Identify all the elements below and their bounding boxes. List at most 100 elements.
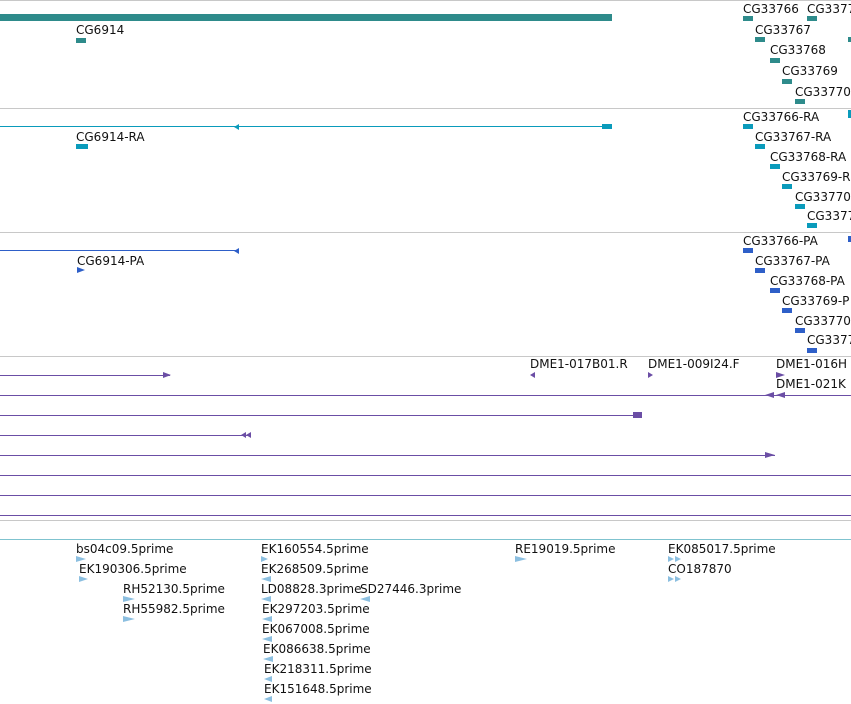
est-label-ek160554[interactable]: EK160554.5prime bbox=[261, 542, 369, 556]
clone-line-5[interactable] bbox=[0, 455, 775, 456]
gene-label-cg33770[interactable]: CG33770 bbox=[795, 85, 851, 99]
clone-line-6[interactable] bbox=[0, 475, 851, 476]
clone-label-dme1-016h[interactable]: DME1-016H bbox=[776, 357, 848, 371]
protein-label-cg33767-pa[interactable]: CG33767-PA bbox=[755, 254, 830, 268]
est-label-co187870[interactable]: CO187870 bbox=[668, 562, 732, 576]
est-glyph-ek085017[interactable] bbox=[668, 556, 674, 562]
est-label-bs04c09[interactable]: bs04c09.5prime bbox=[76, 542, 174, 556]
gene-label-cg33767[interactable]: CG33767 bbox=[755, 23, 811, 37]
est-label-rh55982[interactable]: RH55982.5prime bbox=[123, 602, 225, 616]
transcript-glyph-cg33769-r[interactable] bbox=[782, 184, 792, 189]
est-label-ek067008[interactable]: EK067008.5prime bbox=[262, 622, 370, 636]
protein-glyph-cg33770[interactable] bbox=[795, 328, 805, 333]
est-glyph-co187870-b[interactable] bbox=[675, 576, 681, 582]
clone-label-dme1-021k[interactable]: DME1-021K bbox=[776, 377, 846, 391]
transcript-line-cg6914-ra[interactable] bbox=[0, 126, 612, 127]
transcript-label-cg3377[interactable]: CG3377 bbox=[807, 209, 851, 223]
est-glyph-sd27446[interactable] bbox=[360, 596, 370, 602]
gene-glyph-cg33767[interactable] bbox=[755, 37, 765, 42]
est-glyph-ek085017-b[interactable] bbox=[675, 556, 681, 562]
gene-bar-cg6914[interactable] bbox=[0, 14, 612, 21]
est-label-sd27446[interactable]: SD27446.3prime bbox=[360, 582, 462, 596]
gene-glyph-cg33766[interactable] bbox=[743, 16, 753, 21]
clone-glyph-dme1-009i24-f[interactable] bbox=[648, 372, 653, 378]
est-label-ek085017[interactable]: EK085017.5prime bbox=[668, 542, 776, 556]
gene-label-cg33769[interactable]: CG33769 bbox=[782, 64, 838, 78]
transcript-glyph-cg3377[interactable] bbox=[807, 223, 817, 228]
track-separator bbox=[0, 232, 851, 233]
transcript-label-cg33770[interactable]: CG33770 bbox=[795, 190, 851, 204]
transcript-glyph-cg33770[interactable] bbox=[795, 204, 805, 209]
est-glyph-ek067008[interactable] bbox=[262, 636, 272, 642]
protein-glyph-edge[interactable] bbox=[848, 236, 851, 242]
est-label-ek190306[interactable]: EK190306.5prime bbox=[79, 562, 187, 576]
protein-label-cg6914-pa[interactable]: CG6914-PA bbox=[77, 254, 145, 268]
protein-glyph-cg33768-pa[interactable] bbox=[770, 288, 780, 293]
transcript-glyph-cg6914-ra[interactable] bbox=[76, 144, 88, 149]
gene-glyph-cg6914[interactable] bbox=[76, 38, 86, 43]
est-label-ek218311[interactable]: EK218311.5prime bbox=[264, 662, 372, 676]
protein-label-cg33770[interactable]: CG33770 bbox=[795, 314, 851, 328]
est-glyph-co187870[interactable] bbox=[668, 576, 674, 582]
gene-glyph-cg33769[interactable] bbox=[782, 79, 792, 84]
protein-label-cg33766-pa[interactable]: CG33766-PA bbox=[743, 234, 818, 248]
protein-glyph-cg33769-p[interactable] bbox=[782, 308, 792, 313]
est-glyph-ek190306[interactable] bbox=[79, 576, 88, 582]
clone-glyph-dme1-016h[interactable] bbox=[776, 372, 785, 378]
clone-line-3[interactable] bbox=[0, 415, 642, 416]
gene-label-cg33766[interactable]: CG33766 bbox=[743, 2, 799, 16]
gene-glyph-cg33770[interactable] bbox=[795, 99, 805, 104]
transcript-label-cg33766-ra[interactable]: CG33766-RA bbox=[743, 110, 820, 124]
est-glyph-rh52130[interactable] bbox=[123, 596, 135, 602]
est-label-rh52130[interactable]: RH52130.5prime bbox=[123, 582, 225, 596]
est-glyph-ek151648[interactable] bbox=[264, 696, 272, 702]
protein-label-cg3377[interactable]: CG3377 bbox=[807, 333, 851, 347]
transcript-glyph-edge[interactable] bbox=[848, 110, 851, 118]
gene-glyph-cg33768[interactable] bbox=[770, 58, 780, 63]
clone-label-dme1-017b01-r[interactable]: DME1-017B01.R bbox=[530, 357, 628, 371]
transcript-glyph-cg33768-ra[interactable] bbox=[770, 164, 780, 169]
est-glyph-ek297203[interactable] bbox=[262, 616, 272, 622]
est-glyph-ek160554[interactable] bbox=[261, 556, 268, 562]
protein-line-cg6914-pa[interactable] bbox=[0, 250, 238, 251]
protein-label-cg33769-p[interactable]: CG33769-P bbox=[782, 294, 850, 308]
transcript-label-cg33769-r[interactable]: CG33769-R bbox=[782, 170, 851, 184]
transcript-exon-cg6914-ra[interactable] bbox=[602, 124, 612, 129]
transcript-label-cg6914-ra[interactable]: CG6914-RA bbox=[76, 130, 145, 144]
protein-glyph-cg3377[interactable] bbox=[807, 348, 817, 353]
est-label-ek297203[interactable]: EK297203.5prime bbox=[262, 602, 370, 616]
protein-glyph-cg6914-pa[interactable] bbox=[77, 267, 85, 273]
clone-line-1[interactable] bbox=[0, 375, 170, 376]
gene-glyph-cg3377-edge[interactable] bbox=[807, 16, 817, 21]
est-label-re19019[interactable]: RE19019.5prime bbox=[515, 542, 616, 556]
clone-line-8[interactable] bbox=[0, 515, 851, 516]
protein-label-cg33768-pa[interactable]: CG33768-PA bbox=[770, 274, 845, 288]
est-label-ek151648[interactable]: EK151648.5prime bbox=[264, 682, 372, 696]
gene-label-cg3377-edge[interactable]: CG3377 bbox=[807, 2, 851, 16]
est-label-ek268509[interactable]: EK268509.5prime bbox=[261, 562, 369, 576]
clone-glyph-dme1-017b01-r[interactable] bbox=[530, 372, 535, 378]
transcript-label-cg33768-ra[interactable]: CG33768-RA bbox=[770, 150, 847, 164]
gene-label-cg33768[interactable]: CG33768 bbox=[770, 43, 826, 57]
transcript-glyph-cg33767-ra[interactable] bbox=[755, 144, 765, 149]
gene-glyph-edge[interactable] bbox=[848, 37, 851, 42]
gene-label-cg6914[interactable]: CG6914 bbox=[76, 23, 125, 37]
protein-glyph-cg33766-pa[interactable] bbox=[743, 248, 753, 253]
est-glyph-bs04c09[interactable] bbox=[76, 556, 86, 562]
clone-line-2[interactable] bbox=[0, 395, 851, 396]
est-label-ld08828[interactable]: LD08828.3prime bbox=[261, 582, 362, 596]
clone-line-7[interactable] bbox=[0, 495, 851, 496]
clone-line-4[interactable] bbox=[0, 435, 250, 436]
transcript-glyph-cg33766-ra[interactable] bbox=[743, 124, 753, 129]
est-glyph-re19019[interactable] bbox=[515, 556, 527, 562]
clone-label-dme1-009i24-f[interactable]: DME1-009I24.F bbox=[648, 357, 740, 371]
est-glyph-ek268509[interactable] bbox=[261, 576, 271, 582]
protein-glyph-cg33767-pa[interactable] bbox=[755, 268, 765, 273]
est-glyph-ld08828[interactable] bbox=[261, 596, 271, 602]
est-glyph-ek086638[interactable] bbox=[263, 656, 273, 662]
est-glyph-ek218311[interactable] bbox=[264, 676, 272, 682]
transcript-label-cg33767-ra[interactable]: CG33767-RA bbox=[755, 130, 832, 144]
est-label-ek086638[interactable]: EK086638.5prime bbox=[263, 642, 371, 656]
est-glyph-rh55982[interactable] bbox=[123, 616, 135, 622]
clone-glyph-end[interactable] bbox=[633, 412, 642, 418]
